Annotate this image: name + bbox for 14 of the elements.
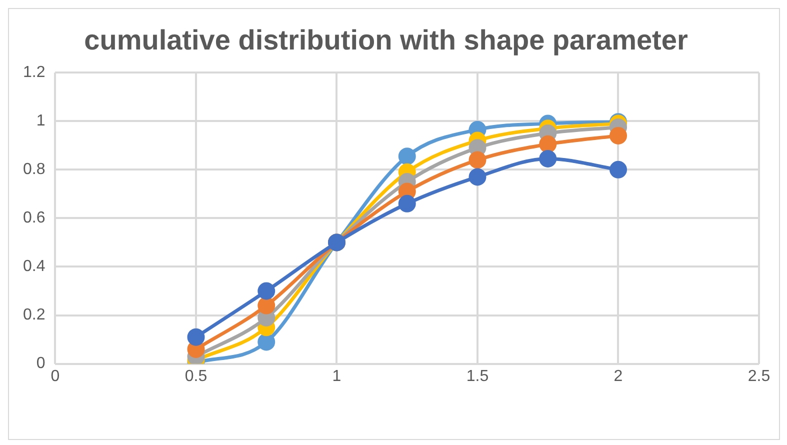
x-tick-label: 2 [614, 368, 623, 385]
x-tick-label: 0.5 [184, 368, 208, 385]
y-tick-label: 0.6 [22, 210, 46, 227]
chart-title: cumulative distribution with shape parameter [84, 24, 688, 56]
x-tick-label: 1.5 [466, 368, 489, 385]
y-tick-label: 1.2 [22, 64, 46, 82]
y-tick-label: 0 [36, 355, 46, 372]
y-tick-label: 0.2 [22, 306, 46, 324]
y-tick-label: 0.8 [22, 161, 46, 178]
y-tick-label: 0.4 [22, 258, 46, 276]
y-tick-label: 1 [36, 112, 46, 130]
x-tick-label: 0 [50, 368, 60, 385]
x-tick-label: 1 [332, 368, 342, 385]
x-tick-label: 2.5 [748, 368, 770, 385]
